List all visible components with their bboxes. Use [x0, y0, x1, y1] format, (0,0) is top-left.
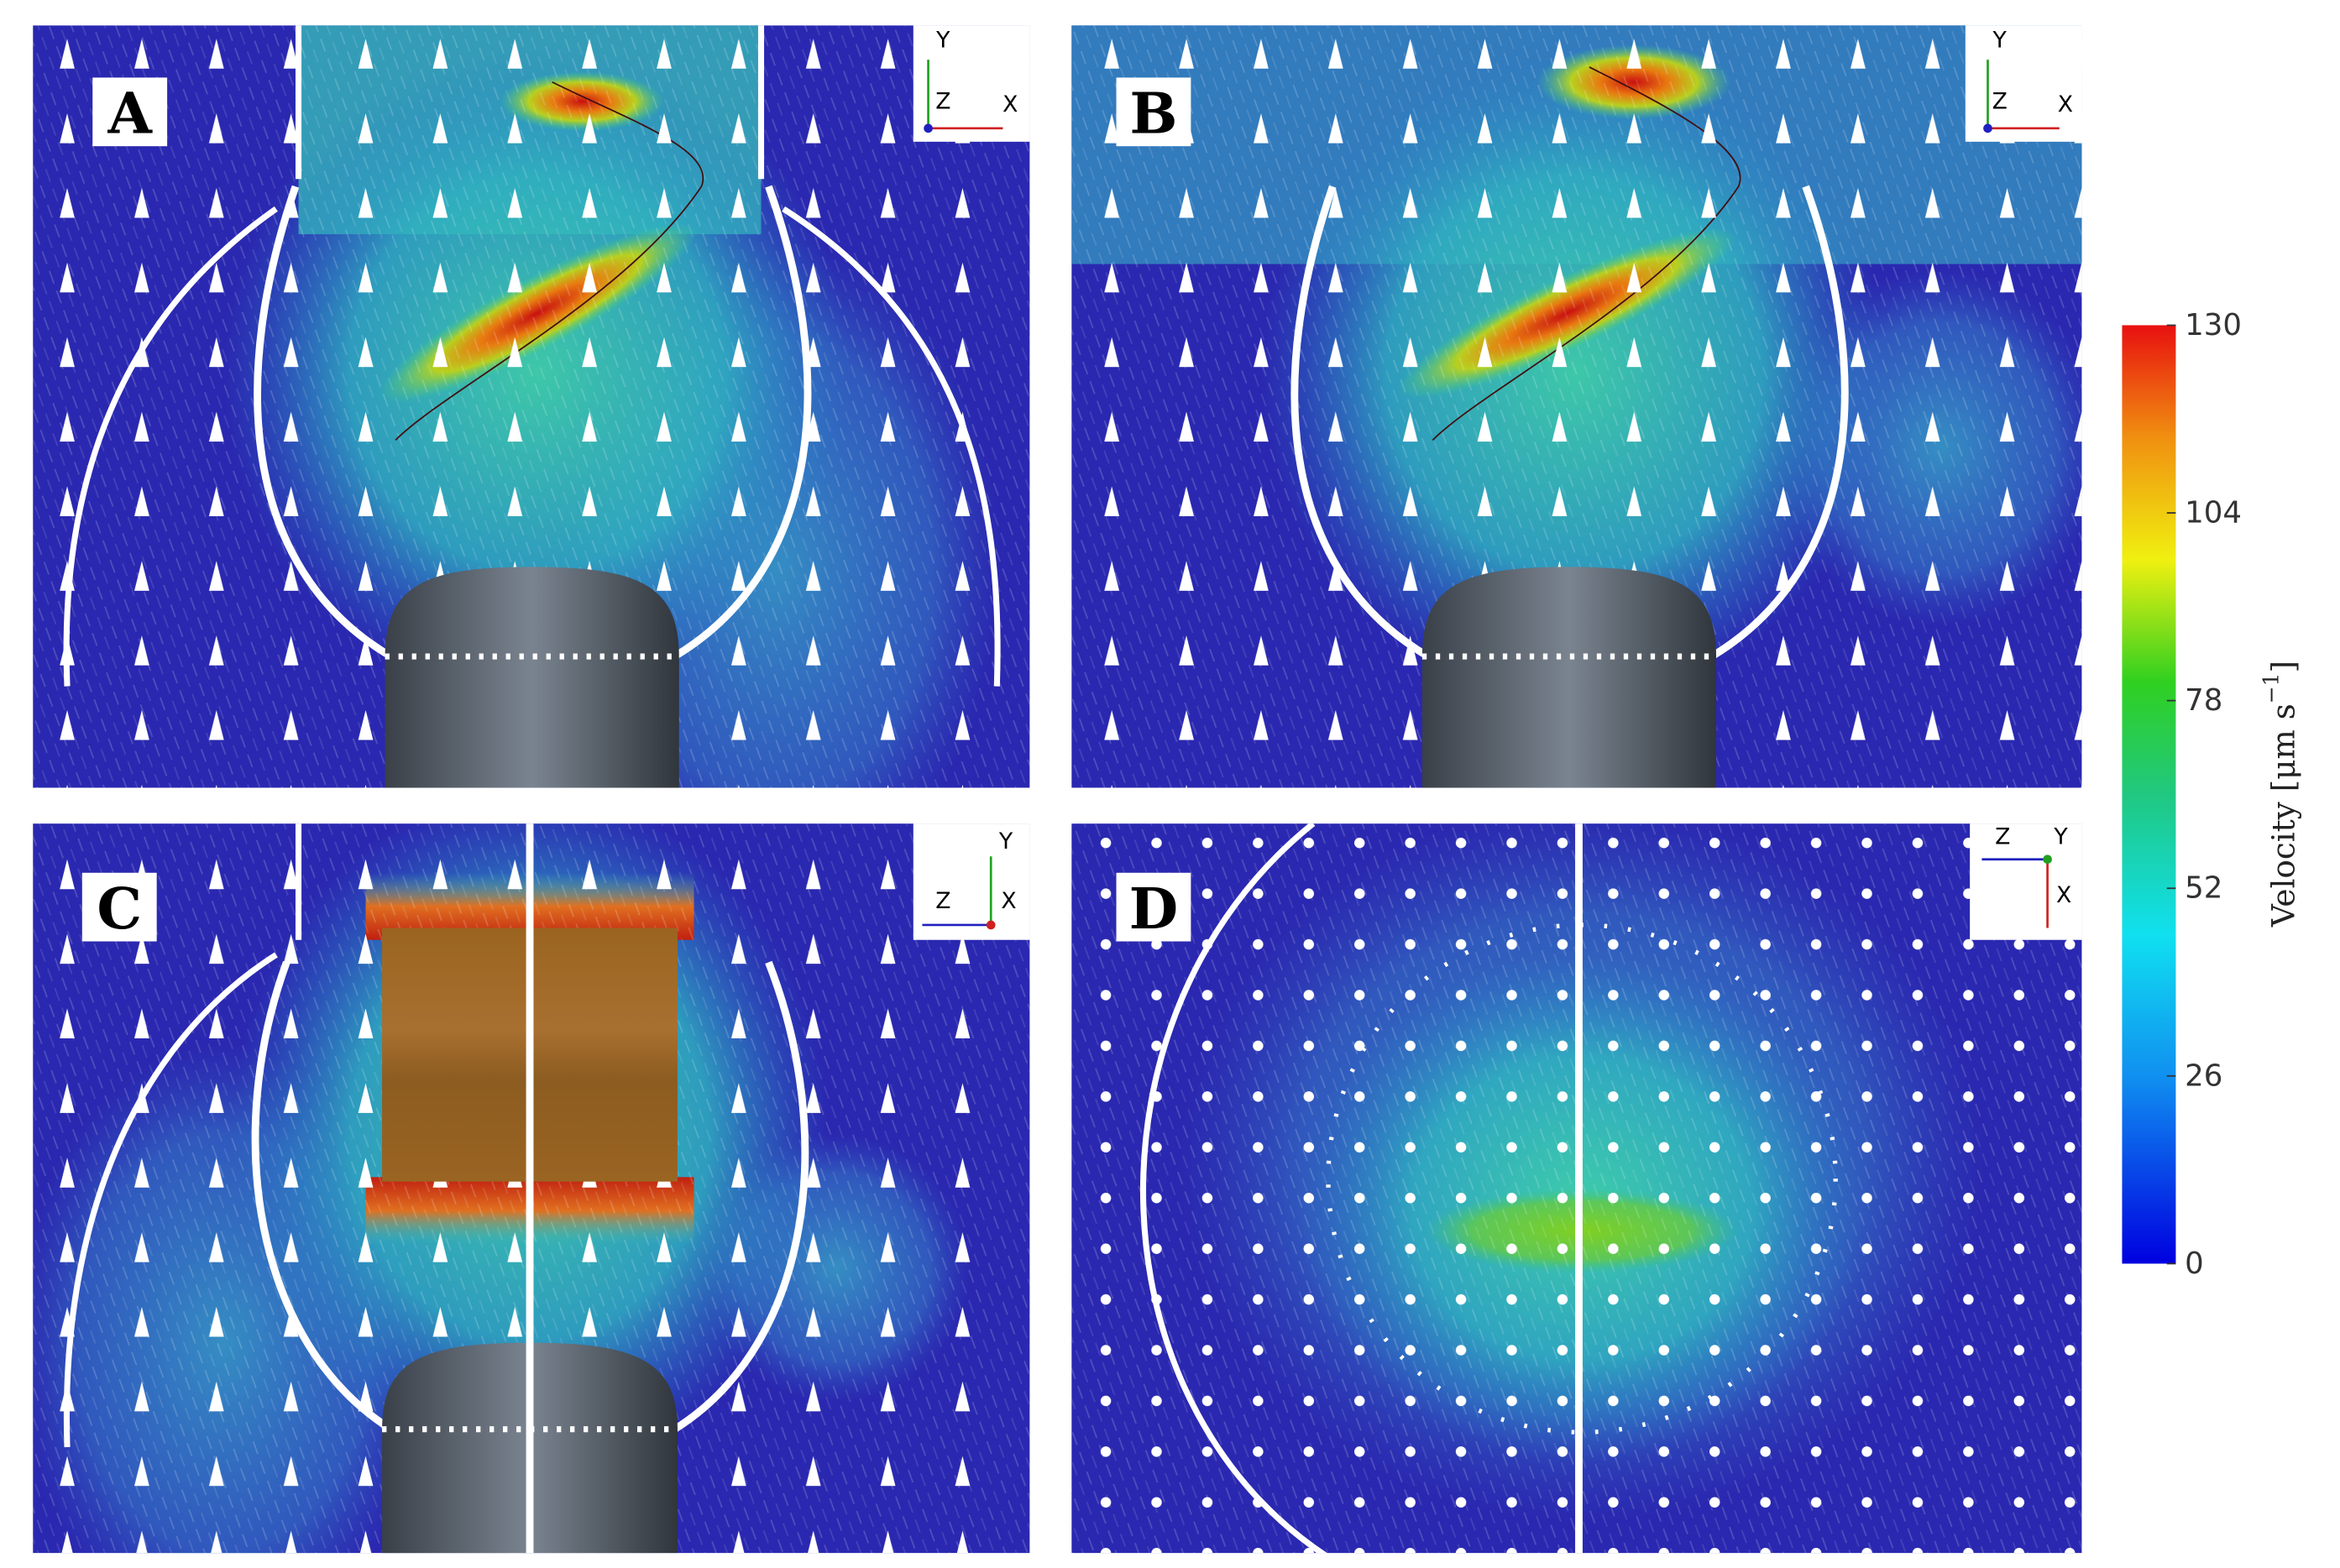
panel-a-path [254, 185, 812, 660]
colorbar-tick-label: 78 [2185, 683, 2222, 718]
panel-c-path [251, 960, 809, 1433]
axis-triad-a: Y Z X [913, 25, 1030, 142]
colorbar-title-tspan: −1 [2259, 673, 2283, 704]
axis-triad-c-text: Y [998, 828, 1013, 855]
axis-triad-b-text: Y [1992, 27, 2008, 53]
label-d-text: D [1129, 875, 1179, 942]
axis-triad-b-rect [1965, 25, 2082, 142]
colorbar-tick-label: 104 [2185, 496, 2242, 531]
axis-triad-a-text: X [1002, 91, 1018, 118]
axis-triad-c-text: X [1001, 888, 1016, 914]
panel-d [1071, 823, 2082, 1554]
label-c: C [81, 872, 157, 942]
panel-b-path [1290, 185, 1849, 660]
panel-a-path [63, 25, 1001, 687]
label-a-text: A [107, 81, 153, 147]
colorbar: Velocity [μm s−1] 0 26 52 78 104 130 [2122, 308, 2301, 1281]
axis-triad-c-text: Z [935, 888, 950, 914]
axis-triad-b-circle [1983, 123, 1992, 133]
label-c-rect [81, 872, 157, 942]
panel-d-path [1140, 823, 1328, 1554]
colorbar-title-tspan: Velocity [μm s [2264, 703, 2301, 928]
axis-triad-a-circle [924, 123, 933, 133]
colorbar-tick-label: 52 [2185, 871, 2222, 906]
axis-triad-c-circle [986, 920, 996, 930]
colorbar-tick-label: 130 [2185, 308, 2242, 342]
panel-b-path [1421, 567, 1717, 788]
axis-triad-c: Y Z X [913, 823, 1030, 940]
label-b-text: B [1129, 81, 1177, 147]
colorbar-title-tspan: ] [2264, 661, 2301, 673]
colorbar-tick-label: 26 [2185, 1058, 2222, 1093]
label-a-rect [92, 77, 168, 147]
label-d-rect [1116, 872, 1191, 942]
label-c-text: C [97, 875, 142, 942]
axis-triad-d-text: Z [1995, 824, 2010, 850]
axis-triad-d: Z Y X [1970, 823, 2082, 940]
panel-a [33, 25, 1030, 788]
axis-triad-b: Y Z X [1965, 25, 2082, 142]
label-b: B [1116, 77, 1191, 147]
panel-c [33, 823, 1030, 1554]
axis-triad-d-text: X [2056, 882, 2071, 908]
axis-triad-c-rect [913, 823, 1030, 940]
label-d: D [1116, 872, 1191, 942]
label-b-rect [1116, 77, 1191, 147]
axis-triad-d-circle [2043, 855, 2052, 865]
colorbar-scale [2122, 325, 2176, 1264]
axis-triad-d-text: Y [2053, 824, 2068, 850]
axis-triad-b-text: Z [1992, 88, 2008, 114]
panel-c-path [63, 823, 302, 1448]
axis-triad-d-rect [1970, 823, 2082, 940]
panel-a-path [385, 567, 679, 788]
colorbar-tick-label: 0 [2185, 1247, 2204, 1281]
panel-b [1071, 25, 2082, 788]
axis-triad-b-text: X [2058, 91, 2073, 118]
axis-triad-a-text: Z [935, 88, 950, 114]
colorbar-title: Velocity [μm s−1] [2259, 661, 2301, 928]
axis-triad-a-rect [913, 25, 1030, 142]
label-a: A [92, 77, 168, 147]
axis-triad-a-text: Y [935, 27, 950, 53]
